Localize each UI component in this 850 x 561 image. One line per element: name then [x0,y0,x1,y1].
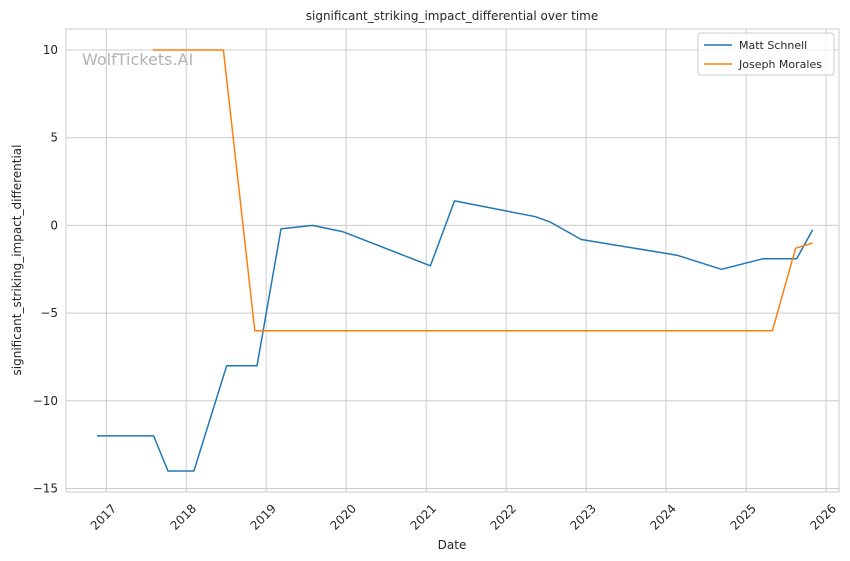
y-tick-label: 10 [43,43,58,57]
legend-label-matt-schnell: Matt Schnell [739,39,807,52]
x-tick-label: 2021 [408,501,439,532]
y-axis-ticks: 10 5 0 −5 −10 −15 [33,43,58,495]
plot-area [65,28,840,493]
series-line-matt-schnell [97,200,814,472]
x-tick-label: 2020 [327,501,358,532]
grid-lines [66,29,839,492]
x-tick-label: 2022 [488,501,519,532]
x-tick-label: 2026 [808,501,839,532]
x-tick-label: 2019 [248,501,279,532]
y-tick-label: −10 [33,394,58,408]
y-tick-label: −15 [33,481,58,495]
x-axis-ticks: 2017 2018 2019 2020 2021 2022 2023 2024 2025 2026 [88,501,839,532]
y-tick-label: 0 [50,218,58,232]
y-tick-label: 5 [50,131,58,145]
x-tick-label: 2025 [728,501,759,532]
legend-label-joseph-morales: Joseph Morales [738,58,822,71]
chart-title: significant_striking_impact_differential… [306,9,598,23]
legend: Matt Schnell Joseph Morales [697,32,835,76]
x-tick-label: 2023 [567,501,598,532]
y-axis-label: significant_striking_impact_differential [10,145,24,376]
x-axis-label: Date [438,538,467,552]
x-tick-label: 2018 [168,501,199,532]
series-layer [97,49,814,472]
series-line-joseph-morales [152,49,813,332]
x-tick-label: 2024 [647,501,678,532]
y-tick-label: −5 [40,306,58,320]
watermark: WolfTickets.AI [82,50,193,69]
x-tick-label: 2017 [88,501,119,532]
